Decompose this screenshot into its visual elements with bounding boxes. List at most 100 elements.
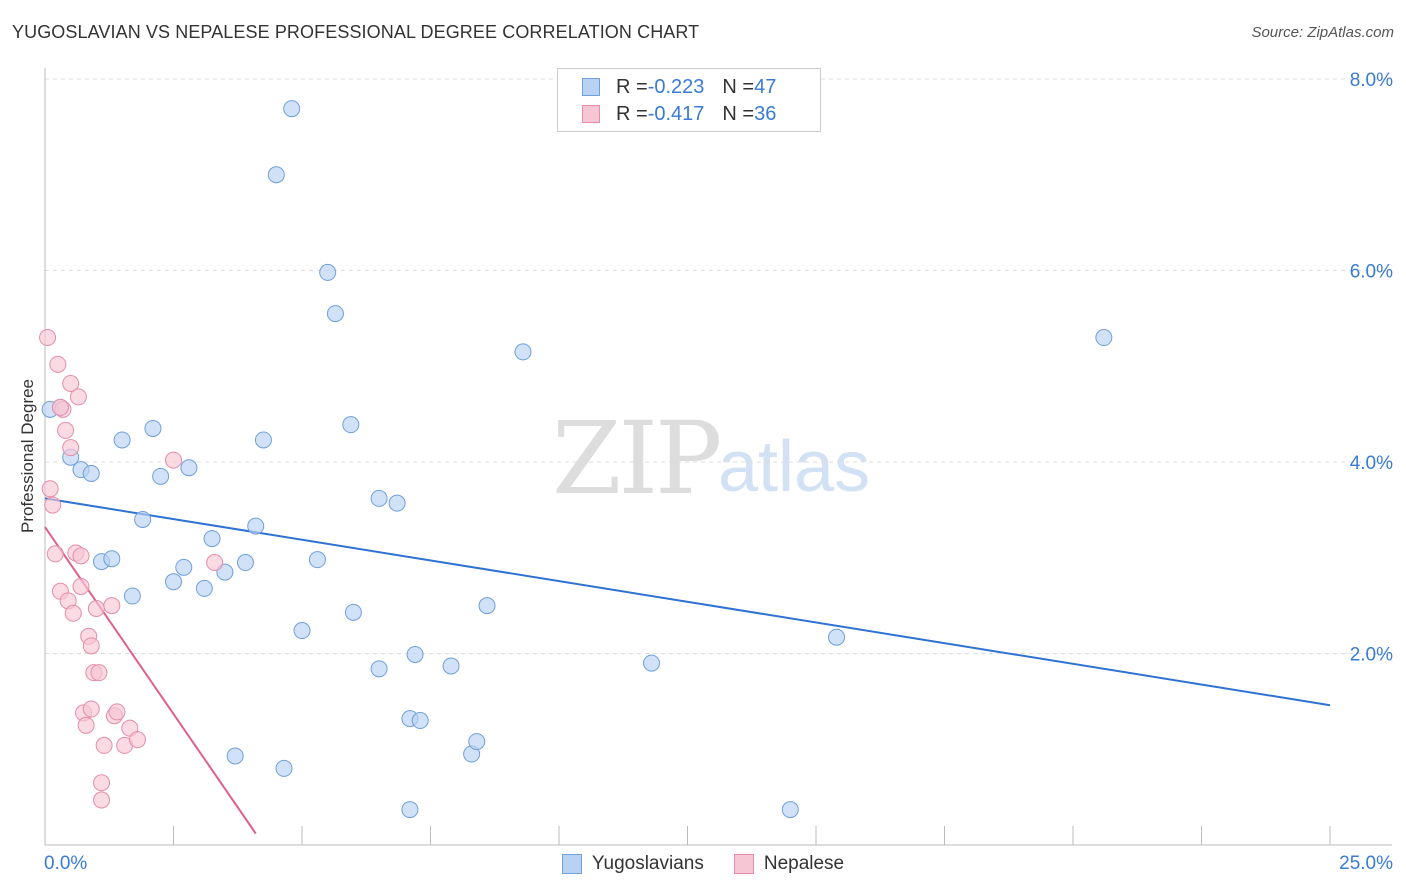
axes [44, 68, 1392, 846]
yugoslavian-point [319, 263, 337, 281]
yugoslavian-point [275, 759, 293, 777]
yugoslavian-point [165, 573, 182, 591]
legend-r-label: R = [616, 102, 648, 125]
x-tick-label: 0.0% [44, 853, 87, 874]
series-legend: Yugoslavians Nepalese [0, 852, 1406, 876]
yugoslavian-point [267, 166, 285, 184]
legend-row-yugoslavians: R = -0.223 N = 47 [582, 74, 776, 100]
nepalese-point [77, 716, 95, 734]
yugoslavian-trend-line [44, 497, 1331, 707]
y-tick-label: 6.0% [1350, 262, 1393, 283]
legend-r-label: R = [616, 75, 648, 98]
nepalese-point [69, 388, 87, 406]
legend-item-nepalese: Nepalese [733, 853, 845, 875]
yugoslavian-point [442, 657, 460, 675]
yugoslavian-point [406, 645, 424, 663]
nepalese-point [103, 597, 121, 615]
legend-swatch-blue [582, 78, 600, 96]
yugoslavian-point [514, 343, 532, 361]
nepalese-point [72, 547, 90, 565]
nepalese-point [46, 545, 64, 563]
yugoslavian-point [134, 510, 152, 528]
legend-swatch-pink [582, 105, 600, 123]
yugoslavian-point [123, 587, 141, 605]
yugoslavian-point [370, 489, 388, 507]
legend-item-yugoslavians: Yugoslavians [561, 853, 704, 875]
yugoslavian-point [388, 494, 406, 512]
yugoslavian-point [203, 530, 221, 548]
legend-n-label: N = [722, 75, 755, 98]
nepalese-point [82, 700, 100, 718]
y-tick-label: 8.0% [1350, 70, 1393, 91]
chart-title: YUGOSLAVIAN VS NEPALESE PROFESSIONAL DEG… [12, 22, 700, 42]
legend-n-value: 36 [754, 102, 777, 125]
legend-r-value: -0.417 [647, 102, 705, 125]
legend-r-value: -0.223 [647, 75, 705, 98]
legend-n-value: 47 [754, 75, 777, 98]
yugoslavian-point [468, 733, 486, 751]
nepalese-point [90, 664, 108, 682]
nepalese-point [62, 374, 80, 392]
legend-row-nepalese: R = -0.417 N = 36 [582, 101, 776, 127]
data-points [39, 100, 1113, 819]
legend-swatch-blue [561, 854, 582, 874]
nepalese-point [62, 439, 80, 457]
watermark-atlas: atlas [718, 427, 871, 507]
source-credit: Source: ZipAtlas.com [1251, 24, 1394, 41]
nepalese-point [72, 577, 90, 595]
nepalese-point [165, 451, 182, 469]
nepalese-point [57, 421, 75, 439]
x-tick-label: 25.0% [1339, 853, 1393, 874]
correlation-legend: R = -0.223 N = 47 R = -0.417 N = 36 [557, 68, 821, 132]
nepalese-point [49, 355, 67, 373]
trend-lines [44, 497, 1331, 835]
yugoslavian-point [144, 419, 162, 437]
y-tick-label: 2.0% [1350, 645, 1393, 666]
yugoslavian-point [103, 550, 121, 568]
nepalese-point [41, 480, 59, 498]
nepalese-point [51, 398, 69, 416]
yugoslavian-point [180, 459, 198, 477]
yugoslavian-point [308, 551, 326, 569]
yugoslavian-point [344, 603, 362, 621]
yugoslavian-point [82, 464, 100, 482]
yugoslavian-point [293, 622, 311, 640]
yugoslavian-point [195, 579, 213, 597]
legend-n-label: N = [722, 102, 755, 125]
nepalese-point [64, 604, 82, 622]
nepalese-point [206, 554, 224, 572]
nepalese-point [39, 329, 57, 347]
yugoslavian-point [828, 628, 846, 646]
yugoslavian-point [1095, 329, 1113, 347]
yugoslavian-point [342, 416, 360, 434]
nepalese-point [93, 774, 111, 792]
nepalese-point [87, 599, 105, 617]
nepalese-point [82, 637, 100, 655]
yugoslavian-point [326, 305, 344, 323]
nepalese-point [108, 703, 126, 721]
tick-labels: 2.0% 4.0% 6.0% 8.0% 0.0% 25.0% [44, 70, 1393, 874]
yugoslavian-point [175, 558, 193, 576]
yugoslavian-point [478, 597, 496, 615]
yugoslavian-point [152, 467, 170, 485]
yugoslavian-point [370, 660, 388, 678]
nepalese-point [95, 736, 113, 754]
yugoslavian-point [401, 801, 419, 819]
y-tick-label: 4.0% [1350, 453, 1393, 474]
yugoslavian-point [236, 554, 254, 572]
yugoslavian-point [643, 654, 661, 672]
yugoslavian-point [113, 431, 131, 449]
yugoslavian-point [283, 100, 301, 118]
yugoslavian-point [226, 747, 244, 765]
legend-label-yugoslavians: Yugoslavians [591, 853, 704, 874]
nepalese-point [44, 496, 62, 514]
yugoslavian-point [247, 517, 265, 535]
legend-label-nepalese: Nepalese [763, 853, 845, 874]
yugoslavian-point [411, 712, 429, 730]
nepalese-point [129, 731, 147, 749]
nepalese-point [93, 791, 111, 809]
yugoslavian-point [254, 431, 272, 449]
legend-swatch-pink [733, 854, 754, 874]
yugoslavian-point [781, 801, 799, 819]
